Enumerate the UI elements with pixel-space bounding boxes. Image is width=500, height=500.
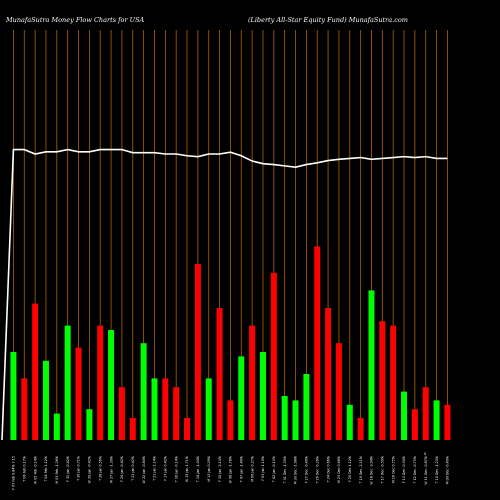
x-tick-label: W 08 Jan -1.78% — [229, 456, 233, 483]
x-tick-label: M 23 Dec 0.66% — [337, 456, 341, 483]
x-tick-label: F 10 Jan -2.13% — [218, 456, 222, 482]
money-flow-bar — [173, 387, 180, 440]
x-tick-label: T 21 Jan 1.14% — [153, 456, 157, 482]
price-line — [1, 148, 448, 441]
money-flow-bar — [390, 325, 397, 440]
money-flow-bar — [270, 272, 277, 440]
x-tick-label: T 14 Jan -1.04% — [196, 456, 200, 483]
bars-layer — [10, 246, 451, 440]
money-flow-bar — [314, 246, 321, 440]
x-tick-label: F 03 Jan 1.10% — [261, 456, 265, 481]
x-tick-label: T 16 Jan -0.14% — [174, 456, 178, 483]
money-flow-bar — [129, 418, 136, 440]
money-flow-bar — [411, 409, 418, 440]
x-tick-label: F 07 Feb 0.84% 7.15 — [12, 456, 16, 490]
money-flow-bar — [205, 378, 212, 440]
x-tick-label: F 17 Jan 0.42% — [164, 456, 168, 481]
money-flow-bar — [10, 352, 17, 440]
x-tick-label: T 30 Jan 0.71% — [77, 456, 81, 482]
money-flow-bar — [357, 418, 364, 440]
chart-title-right: (Liberty All-Star Equity Fund) MunafaSut… — [248, 16, 408, 24]
money-flow-bar — [194, 264, 201, 440]
x-tick-label: T 24 Dec 0.66% — [326, 456, 330, 483]
money-flow-bar — [97, 325, 104, 440]
x-tick-label: T 07 Jan -1.40% — [239, 456, 243, 483]
money-flow-bar — [238, 356, 245, 440]
x-tick-label: T 02 Jan -0.13% — [272, 456, 276, 483]
money-flow-bar — [292, 400, 299, 440]
x-tick-label: T 26 Dec -0.26% — [315, 456, 319, 484]
money-flow-bar — [32, 303, 39, 440]
money-flow-bar — [249, 325, 256, 440]
x-tick-label: F 24 Jan -0.42% — [120, 456, 124, 482]
x-tick-label: M 03 Feb -1.26% — [55, 456, 59, 484]
x-tick-label: W 18 Dec -3.04% — [370, 456, 374, 485]
x-tick-label: T 06 Feb 0.17% — [22, 456, 26, 483]
money-flow-bar — [75, 347, 82, 440]
money-flow-bar — [42, 360, 49, 440]
x-tick-label: W 15 Jan 1.71% — [185, 456, 189, 482]
x-tick-label: T 04 Feb 1.12% — [44, 456, 48, 483]
x-tick-label: T 23 Jan 0.42% — [131, 456, 135, 482]
x-tick-label: W 05 Feb -0.14% — [33, 456, 37, 484]
x-tick-label: T 31 Dec -1.35% — [283, 456, 287, 484]
money-flow-bar — [216, 308, 223, 440]
money-flow-bar — [151, 378, 158, 440]
money-flow-bar — [227, 400, 234, 440]
x-marker-label: $ — [424, 452, 426, 456]
money-flow-bar — [86, 409, 93, 440]
x-tick-label: T 17 Dec -0.50% — [381, 456, 385, 484]
money-flow-bar — [303, 374, 310, 440]
money-flow-bar — [444, 404, 451, 440]
x-tick-label: W 22 Jan -0.84% — [142, 456, 146, 483]
x-tick-label: M 06 Jan 0.27% — [250, 456, 254, 482]
money-flow-bar — [64, 325, 71, 440]
money-flow-bar — [259, 352, 266, 440]
x-tick-label: F 31 Jan -0.42% — [66, 456, 70, 482]
x-tick-label: M 09 Dec -0.49% — [446, 456, 450, 484]
money-flow-bar — [422, 387, 429, 440]
money-flow-bar — [379, 321, 386, 440]
price-line-layer — [1, 148, 448, 441]
x-tick-label: T 12 Dec -0.75% — [413, 456, 417, 484]
money-flow-bar — [281, 396, 288, 440]
x-tick-label: F 27 Dec -0.40% — [305, 456, 309, 483]
x-tick-label: M 30 Dec -1.98% — [294, 456, 298, 484]
money-flow-bar — [184, 418, 191, 440]
money-flow-bar — [21, 378, 28, 440]
chart-title-left: MunafaSutra Money Flow Charts for USA — [5, 16, 145, 24]
money-flow-bar — [346, 404, 353, 440]
money-flow-bar — [335, 343, 342, 440]
money-flow-bar — [118, 387, 125, 440]
money-flow-bar — [140, 343, 147, 440]
x-tick-label: W 29 Jan -0.42% — [88, 456, 92, 483]
x-tick-label: T 19 Dec -2.11% — [359, 456, 363, 484]
x-axis-labels: F 07 Feb 0.84% 7.15 T 06 Feb 0.17% W 05 Fe… — [12, 456, 450, 490]
money-flow-bar — [368, 290, 375, 440]
x-tick-label: F 13 Dec -0.50% — [402, 456, 406, 483]
money-flow-bar — [325, 308, 332, 440]
money-flow-bar — [108, 330, 115, 440]
x-tick-label: T 10 Dec -1.23% — [435, 456, 439, 484]
x-tick-label: M 16 Dec 0.75% — [391, 456, 395, 483]
x-tick-label: T 28 Jan 0.56% — [98, 456, 102, 482]
money-flow-bar — [162, 378, 169, 440]
money-flow-bar — [433, 400, 440, 440]
x-tick-label: M 27 Jan -1.39% — [109, 456, 113, 483]
x-tick-label: M 13 Jan 0.29% — [207, 456, 211, 482]
money-flow-bar — [401, 391, 408, 440]
x-tick-label: F 20 Dec 1.12% — [348, 456, 352, 482]
money-flow-bar — [53, 413, 60, 440]
x-tick-label: W 11 Dec -0.87% — [424, 456, 428, 485]
